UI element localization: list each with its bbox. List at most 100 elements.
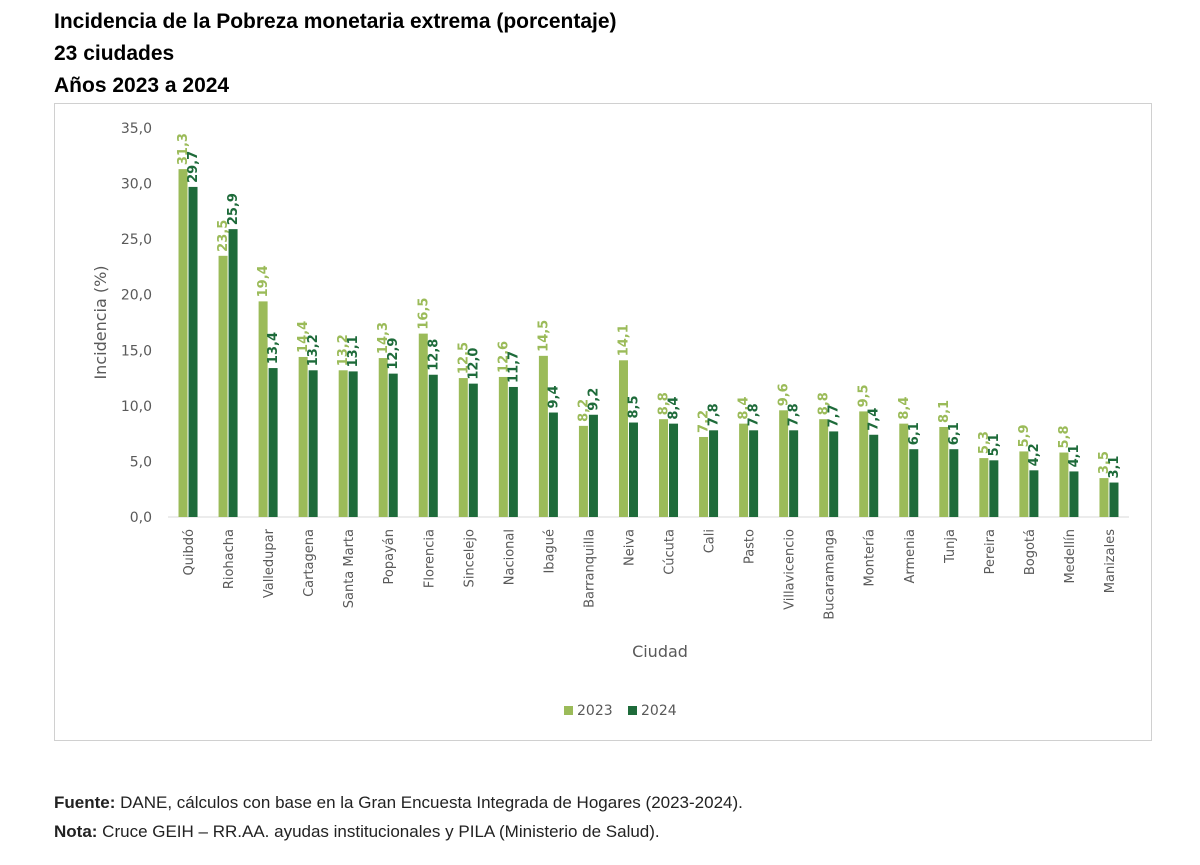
bar-2023 xyxy=(378,358,388,517)
bar-2024 xyxy=(308,370,318,517)
data-label-2024: 6,1 xyxy=(947,422,962,445)
x-tick-label: Barranquilla xyxy=(582,529,597,608)
data-label-2024: 8,5 xyxy=(626,395,641,418)
bar-2023 xyxy=(338,370,348,517)
data-label-2024: 3,1 xyxy=(1107,456,1122,479)
data-label-2024: 12,8 xyxy=(426,339,441,371)
data-label-2023: 23,5 xyxy=(216,220,231,252)
x-tick-label: Sincelejo xyxy=(462,529,477,587)
bar-2023 xyxy=(618,360,628,517)
x-tick-label: Manizales xyxy=(1103,529,1118,593)
data-label-2023: 14,5 xyxy=(536,320,551,352)
bar-chart: 0,0 5,0 10,0 15,0 20,0 25,0 30,0 35,0 31,329,7 Qu… xyxy=(91,121,1129,719)
data-label-2023: 8,8 xyxy=(817,392,832,415)
bar-2024 xyxy=(228,229,238,517)
bar-2023 xyxy=(739,423,749,517)
x-tick-label: Pereira xyxy=(983,529,998,574)
note-label: Nota: xyxy=(54,822,98,841)
source-note: Fuente: DANE, cálculos con base en la Gr… xyxy=(54,788,743,817)
data-label-2023: 9,6 xyxy=(777,383,792,406)
bar-2024 xyxy=(909,449,919,517)
legend-label-2023: 2023 xyxy=(577,703,613,719)
data-label-2023: 8,4 xyxy=(897,397,912,420)
bar-2023 xyxy=(899,423,909,517)
bar-2023 xyxy=(979,458,989,517)
x-tick-label: Valledupar xyxy=(262,528,277,598)
bar-2024 xyxy=(869,434,879,517)
title-block: Incidencia de la Pobreza monetaria extre… xyxy=(54,6,617,102)
data-label-2023: 5,8 xyxy=(1057,426,1072,449)
bar-2024 xyxy=(508,386,518,517)
bar-2024 xyxy=(628,422,638,517)
x-tick-label: Medellín xyxy=(1063,529,1078,584)
data-label-2023: 7,2 xyxy=(697,410,712,433)
data-label-2023: 31,3 xyxy=(176,133,191,165)
x-tick-label: Armenia xyxy=(903,529,918,584)
data-label-2023: 8,4 xyxy=(737,397,752,420)
data-label-2023: 5,3 xyxy=(977,431,992,454)
x-tick-label: Santa Marta xyxy=(342,529,357,608)
x-tick-label: Tunja xyxy=(943,529,958,564)
bar-2023 xyxy=(578,425,588,517)
bar-2024 xyxy=(1029,470,1039,517)
data-label-2024: 7,7 xyxy=(827,404,842,427)
data-label-2024: 4,1 xyxy=(1067,444,1082,467)
bar-2024 xyxy=(789,430,799,517)
nota-note: Nota: Cruce GEIH – RR.AA. ayudas institu… xyxy=(54,817,743,846)
x-tick-label: Villavicencio xyxy=(783,529,798,610)
bar-2023 xyxy=(1099,478,1109,517)
bar-2023 xyxy=(178,169,188,517)
bar-2024 xyxy=(268,368,278,517)
data-label-2023: 14,4 xyxy=(296,321,311,353)
y-tick-label: 15,0 xyxy=(121,343,152,359)
x-tick-label: Quibdó xyxy=(182,529,197,576)
legend-swatch-2024 xyxy=(628,706,637,715)
data-label-2023: 12,5 xyxy=(456,342,471,374)
x-tick-label: Montería xyxy=(863,529,878,586)
legend-swatch-2023 xyxy=(564,706,573,715)
bar-2024 xyxy=(348,371,358,517)
bar-2024 xyxy=(468,383,478,517)
bar-2024 xyxy=(989,460,999,517)
bar-2023 xyxy=(939,426,949,517)
chart-title-line-2: 23 ciudades xyxy=(54,42,175,65)
bar-2023 xyxy=(779,410,789,517)
legend-label-2024: 2024 xyxy=(641,703,677,719)
data-label-2024: 29,7 xyxy=(186,151,201,183)
chart-title-line-3: Años 2023 a 2024 xyxy=(54,74,230,97)
data-label-2024: 6,1 xyxy=(907,422,922,445)
bar-2023 xyxy=(819,419,829,517)
data-label-2023: 8,8 xyxy=(657,392,672,415)
bar-2023 xyxy=(418,333,428,517)
bar-2024 xyxy=(388,373,398,517)
data-label-2024: 7,8 xyxy=(707,403,722,426)
data-label-2024: 13,4 xyxy=(266,332,281,364)
bar-2024 xyxy=(188,186,198,518)
x-tick-label: Ibagué xyxy=(542,529,557,574)
x-tick-label: Cúcuta xyxy=(663,529,678,575)
bar-2023 xyxy=(659,419,669,517)
chart-frame: 0,0 5,0 10,0 15,0 20,0 25,0 30,0 35,0 31,3 29,7 Qu… xyxy=(54,103,1152,741)
y-tick-label: 30,0 xyxy=(121,177,152,193)
bar-2023 xyxy=(258,301,268,517)
y-tick-label: 35,0 xyxy=(121,121,152,137)
data-label-2023: 8,1 xyxy=(937,400,952,423)
y-tick-label: 0,0 xyxy=(130,510,152,526)
data-label-2024: 8,4 xyxy=(667,397,682,420)
data-label-2024: 7,8 xyxy=(747,403,762,426)
data-label-2024: 25,9 xyxy=(226,193,241,225)
bar-2023 xyxy=(699,436,709,517)
data-label-2024: 13,2 xyxy=(306,334,321,366)
data-label-2023: 19,4 xyxy=(256,265,271,297)
x-tick-label: Riohacha xyxy=(222,529,237,589)
bar-2023 xyxy=(1059,452,1069,517)
bar-2023 xyxy=(498,376,508,517)
data-label-2024: 12,0 xyxy=(466,348,481,380)
x-tick-label: Pasto xyxy=(743,529,758,564)
x-tick-label: Bucaramanga xyxy=(823,529,838,620)
x-tick-label: Popayán xyxy=(382,529,397,584)
notes-block: Fuente: DANE, cálculos con base en la Gr… xyxy=(54,788,743,846)
data-label-2024: 12,9 xyxy=(386,338,401,370)
bar-2023 xyxy=(218,255,228,518)
bar-2024 xyxy=(709,430,719,517)
